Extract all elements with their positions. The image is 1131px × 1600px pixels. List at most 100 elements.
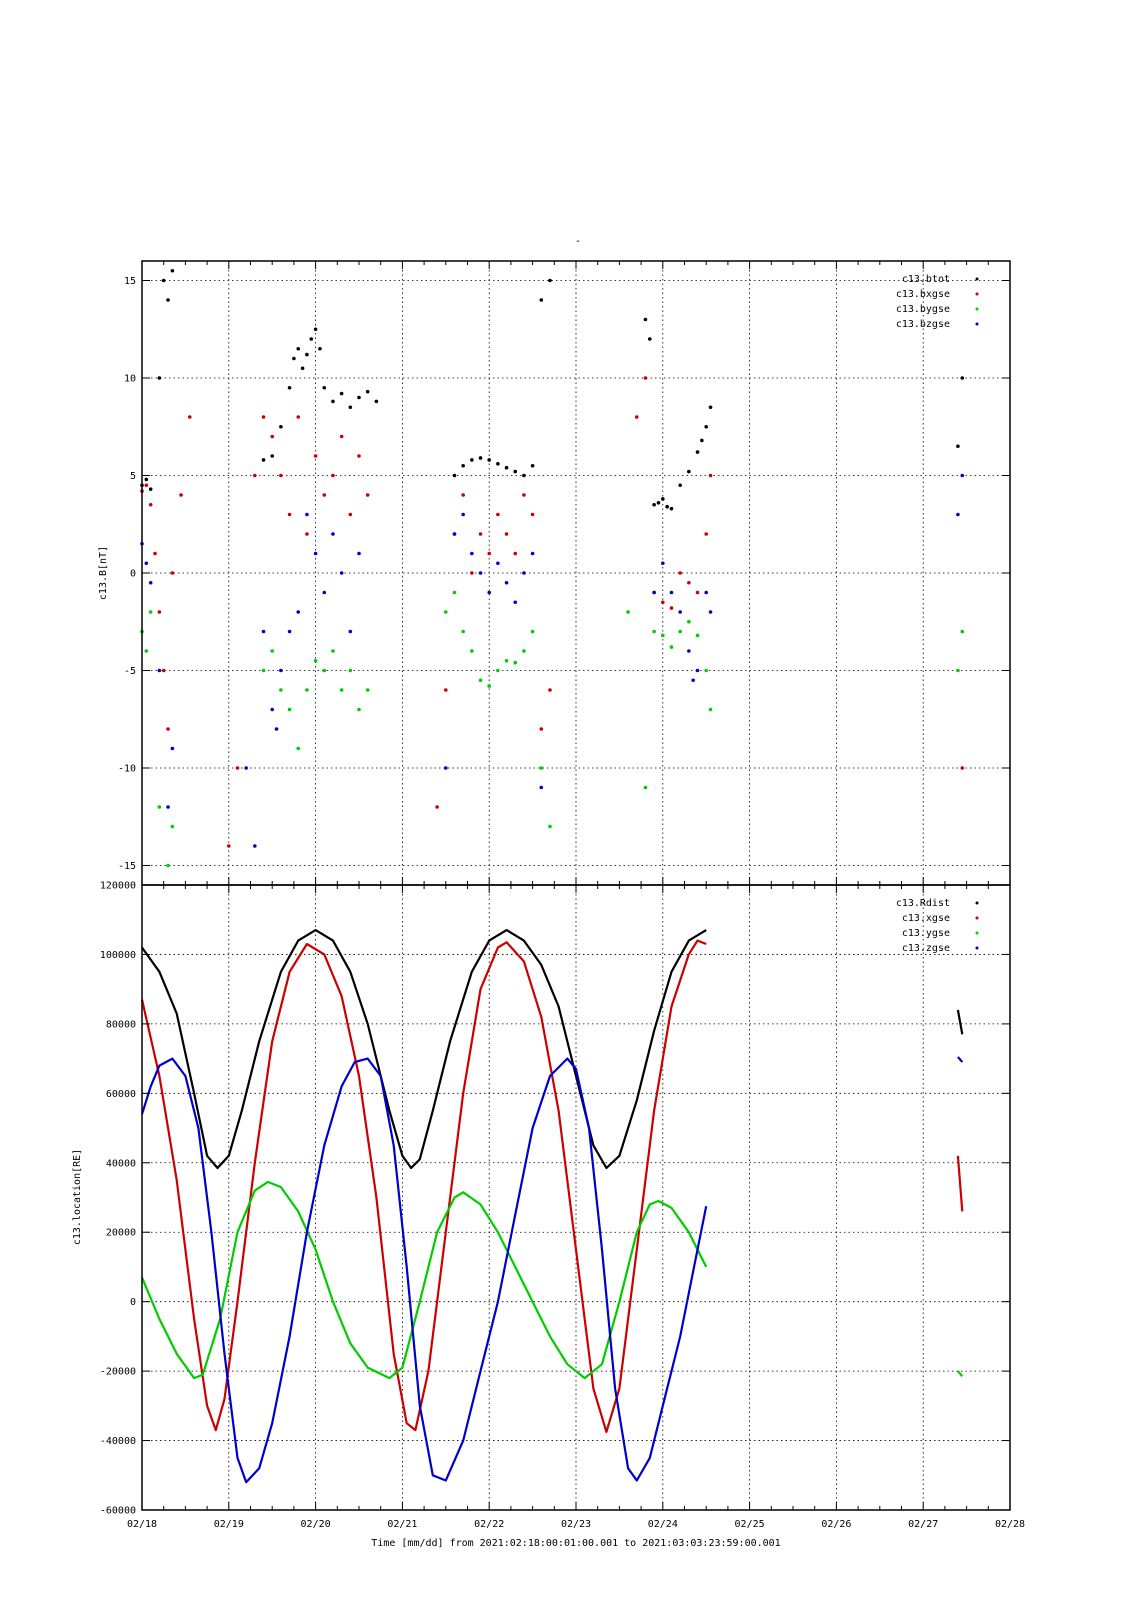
data-point	[960, 766, 965, 770]
y-tick-label: 10	[124, 374, 136, 385]
x-axis-label: Time [mm/dd] from 2021:02:18:00:01:00.00…	[371, 1538, 780, 1549]
data-point	[687, 580, 691, 585]
data-point	[148, 580, 153, 585]
data-point	[452, 532, 457, 536]
data-point	[704, 668, 708, 673]
figure-title: -	[575, 236, 581, 247]
x-tick-label: 02/21	[387, 1519, 417, 1530]
data-point	[148, 487, 153, 491]
data-point	[960, 376, 965, 380]
data-point	[496, 668, 500, 673]
y-tick-label: -20000	[100, 1367, 136, 1378]
y-tick-label: 15	[124, 276, 136, 287]
data-point	[235, 766, 240, 770]
bottom-panel-frame	[141, 884, 1011, 1511]
data-point	[331, 649, 335, 653]
data-point	[339, 434, 344, 439]
data-point	[261, 458, 266, 462]
data-point	[647, 337, 652, 341]
data-point	[313, 551, 318, 556]
data-point	[287, 385, 292, 390]
data-point	[444, 610, 448, 614]
data-point	[452, 590, 457, 595]
data-point	[144, 483, 149, 488]
data-point	[292, 356, 296, 361]
bottom-panel-y-ticks: -60000 -40000 -20000 0 20000 40000 60000 80000 1…	[100, 881, 1010, 1517]
data-point	[305, 532, 309, 536]
data-point	[504, 465, 509, 470]
data-point	[157, 376, 162, 380]
data-point	[478, 532, 483, 536]
bottom-panel-data	[140, 929, 964, 1484]
x-tick-label: 02/25	[735, 1519, 765, 1530]
data-point	[652, 502, 656, 507]
legend-marker	[975, 931, 979, 935]
data-point	[539, 727, 544, 731]
data-point	[461, 512, 465, 517]
legend-marker	[975, 916, 979, 920]
data-point	[452, 473, 457, 478]
data-point	[548, 824, 552, 829]
data-point	[435, 805, 439, 809]
legend-marker	[975, 946, 979, 950]
data-point	[305, 512, 309, 517]
data-point	[496, 512, 500, 517]
data-point	[708, 707, 713, 712]
data-point	[708, 405, 713, 410]
series-c13-Rdist	[141, 929, 964, 1170]
x-tick-label: 02/18	[127, 1519, 157, 1530]
data-point	[470, 458, 474, 462]
legend-label: c13.Rdist	[896, 898, 950, 909]
legend-marker	[975, 901, 979, 905]
data-point	[253, 844, 257, 848]
data-point	[487, 590, 492, 595]
data-point	[661, 600, 665, 605]
data-point	[687, 649, 691, 653]
series-line	[140, 1057, 708, 1484]
data-point	[695, 668, 700, 673]
data-point	[643, 376, 648, 380]
x-tick-label: 02/19	[214, 1519, 244, 1530]
y-tick-label: 80000	[106, 1019, 136, 1030]
data-point	[470, 571, 474, 575]
data-point	[956, 668, 960, 673]
data-point	[144, 477, 149, 482]
data-point	[695, 633, 700, 638]
data-point	[487, 684, 492, 688]
data-point	[357, 551, 361, 556]
data-point	[504, 658, 509, 663]
data-point	[270, 649, 275, 653]
data-point	[339, 571, 344, 575]
data-point	[530, 463, 535, 468]
legend-label: c13.bxgse	[896, 289, 950, 300]
data-point	[652, 590, 656, 595]
bottom-panel-grid	[141, 885, 1011, 1510]
data-point	[287, 629, 292, 634]
data-point	[461, 629, 465, 634]
data-point	[270, 434, 275, 439]
legend-label: c13.btot	[902, 274, 950, 285]
series-line	[141, 929, 707, 1170]
data-point	[170, 746, 175, 751]
legend-label: c13.ygse	[902, 928, 950, 939]
data-point	[296, 746, 301, 751]
data-point	[331, 399, 335, 404]
data-point	[539, 785, 544, 790]
data-point	[365, 493, 370, 497]
data-point	[287, 512, 292, 517]
data-point	[478, 678, 483, 683]
data-point	[513, 551, 518, 556]
data-point	[678, 483, 682, 488]
data-point	[357, 707, 361, 712]
data-point	[322, 385, 327, 390]
data-point	[348, 629, 353, 634]
data-point	[661, 497, 665, 501]
legend-label: c13.zgse	[902, 943, 950, 954]
data-point	[470, 551, 474, 556]
data-point	[179, 493, 183, 497]
data-point	[296, 610, 301, 614]
data-point	[700, 438, 704, 443]
data-point	[444, 766, 448, 770]
data-point	[548, 278, 552, 283]
